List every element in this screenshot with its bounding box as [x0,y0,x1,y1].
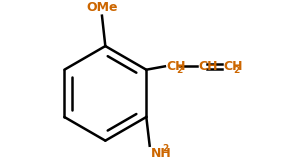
Text: NH: NH [151,147,172,160]
Text: CH: CH [166,60,186,73]
Text: CH: CH [223,60,243,73]
Text: CH: CH [198,60,218,73]
Text: 2: 2 [233,66,239,75]
Text: 2: 2 [162,144,169,153]
Text: OMe: OMe [86,1,118,14]
Text: 2: 2 [176,66,183,75]
